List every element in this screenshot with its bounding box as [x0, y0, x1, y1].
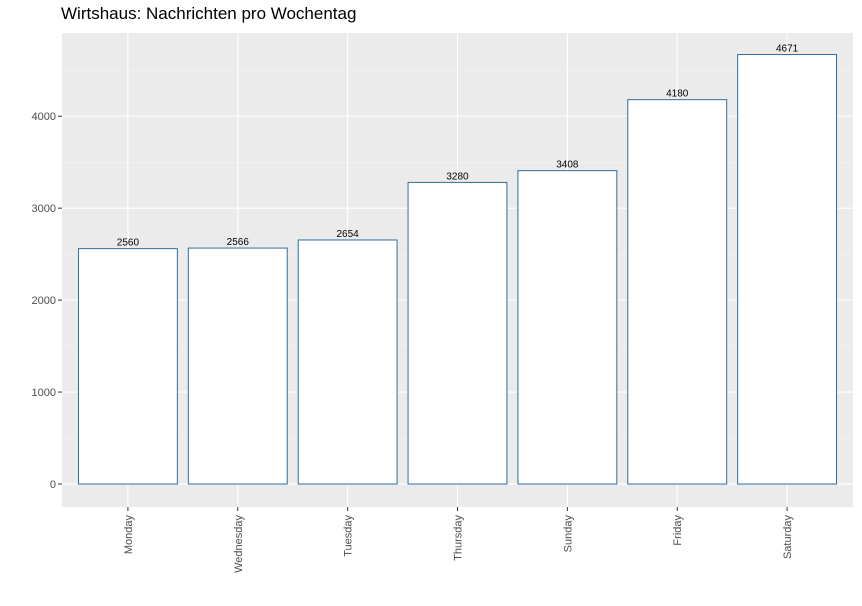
bar	[737, 54, 838, 485]
x-tick-label: Thursday	[453, 515, 465, 561]
bar	[187, 247, 288, 485]
bar	[627, 99, 728, 485]
bar	[517, 170, 618, 485]
x-axis: Monday Wednesday Tuesday Thursday Sunday Frid…	[123, 507, 794, 573]
x-tick-label: Tuesday	[343, 515, 355, 557]
bar-value-label: 2566	[227, 237, 250, 248]
y-axis: 0 1000 2000 3000 4000	[32, 111, 62, 491]
x-tick-label: Friday	[672, 515, 684, 546]
x-tick-label: Monday	[123, 515, 135, 555]
y-tick-label: 1000	[32, 387, 56, 399]
bar	[407, 181, 508, 485]
y-tick-label: 3000	[32, 203, 56, 215]
bar	[297, 239, 398, 485]
y-tick-label: 4000	[32, 111, 56, 123]
y-tick-label: 0	[50, 479, 56, 491]
bar-value-label: 4671	[776, 44, 799, 55]
x-tick-label: Wednesday	[233, 515, 245, 573]
chart-title: Wirtshaus: Nachrichten pro Wochentag	[61, 4, 357, 23]
y-tick-label: 2000	[32, 295, 56, 307]
bar	[77, 248, 178, 485]
bar-value-label: 3280	[446, 171, 469, 182]
bar-value-label: 2560	[117, 238, 140, 249]
x-tick-label: Sunday	[562, 515, 574, 553]
bar-value-label: 3408	[556, 160, 579, 171]
x-tick-label: Saturday	[782, 515, 794, 560]
bar-series	[77, 54, 838, 485]
bar-value-label: 2654	[337, 229, 360, 240]
bar-value-label: 4180	[666, 89, 689, 100]
bar-value-labels: 2560 2566 2654 3280 3408 4180 4671	[117, 44, 799, 249]
